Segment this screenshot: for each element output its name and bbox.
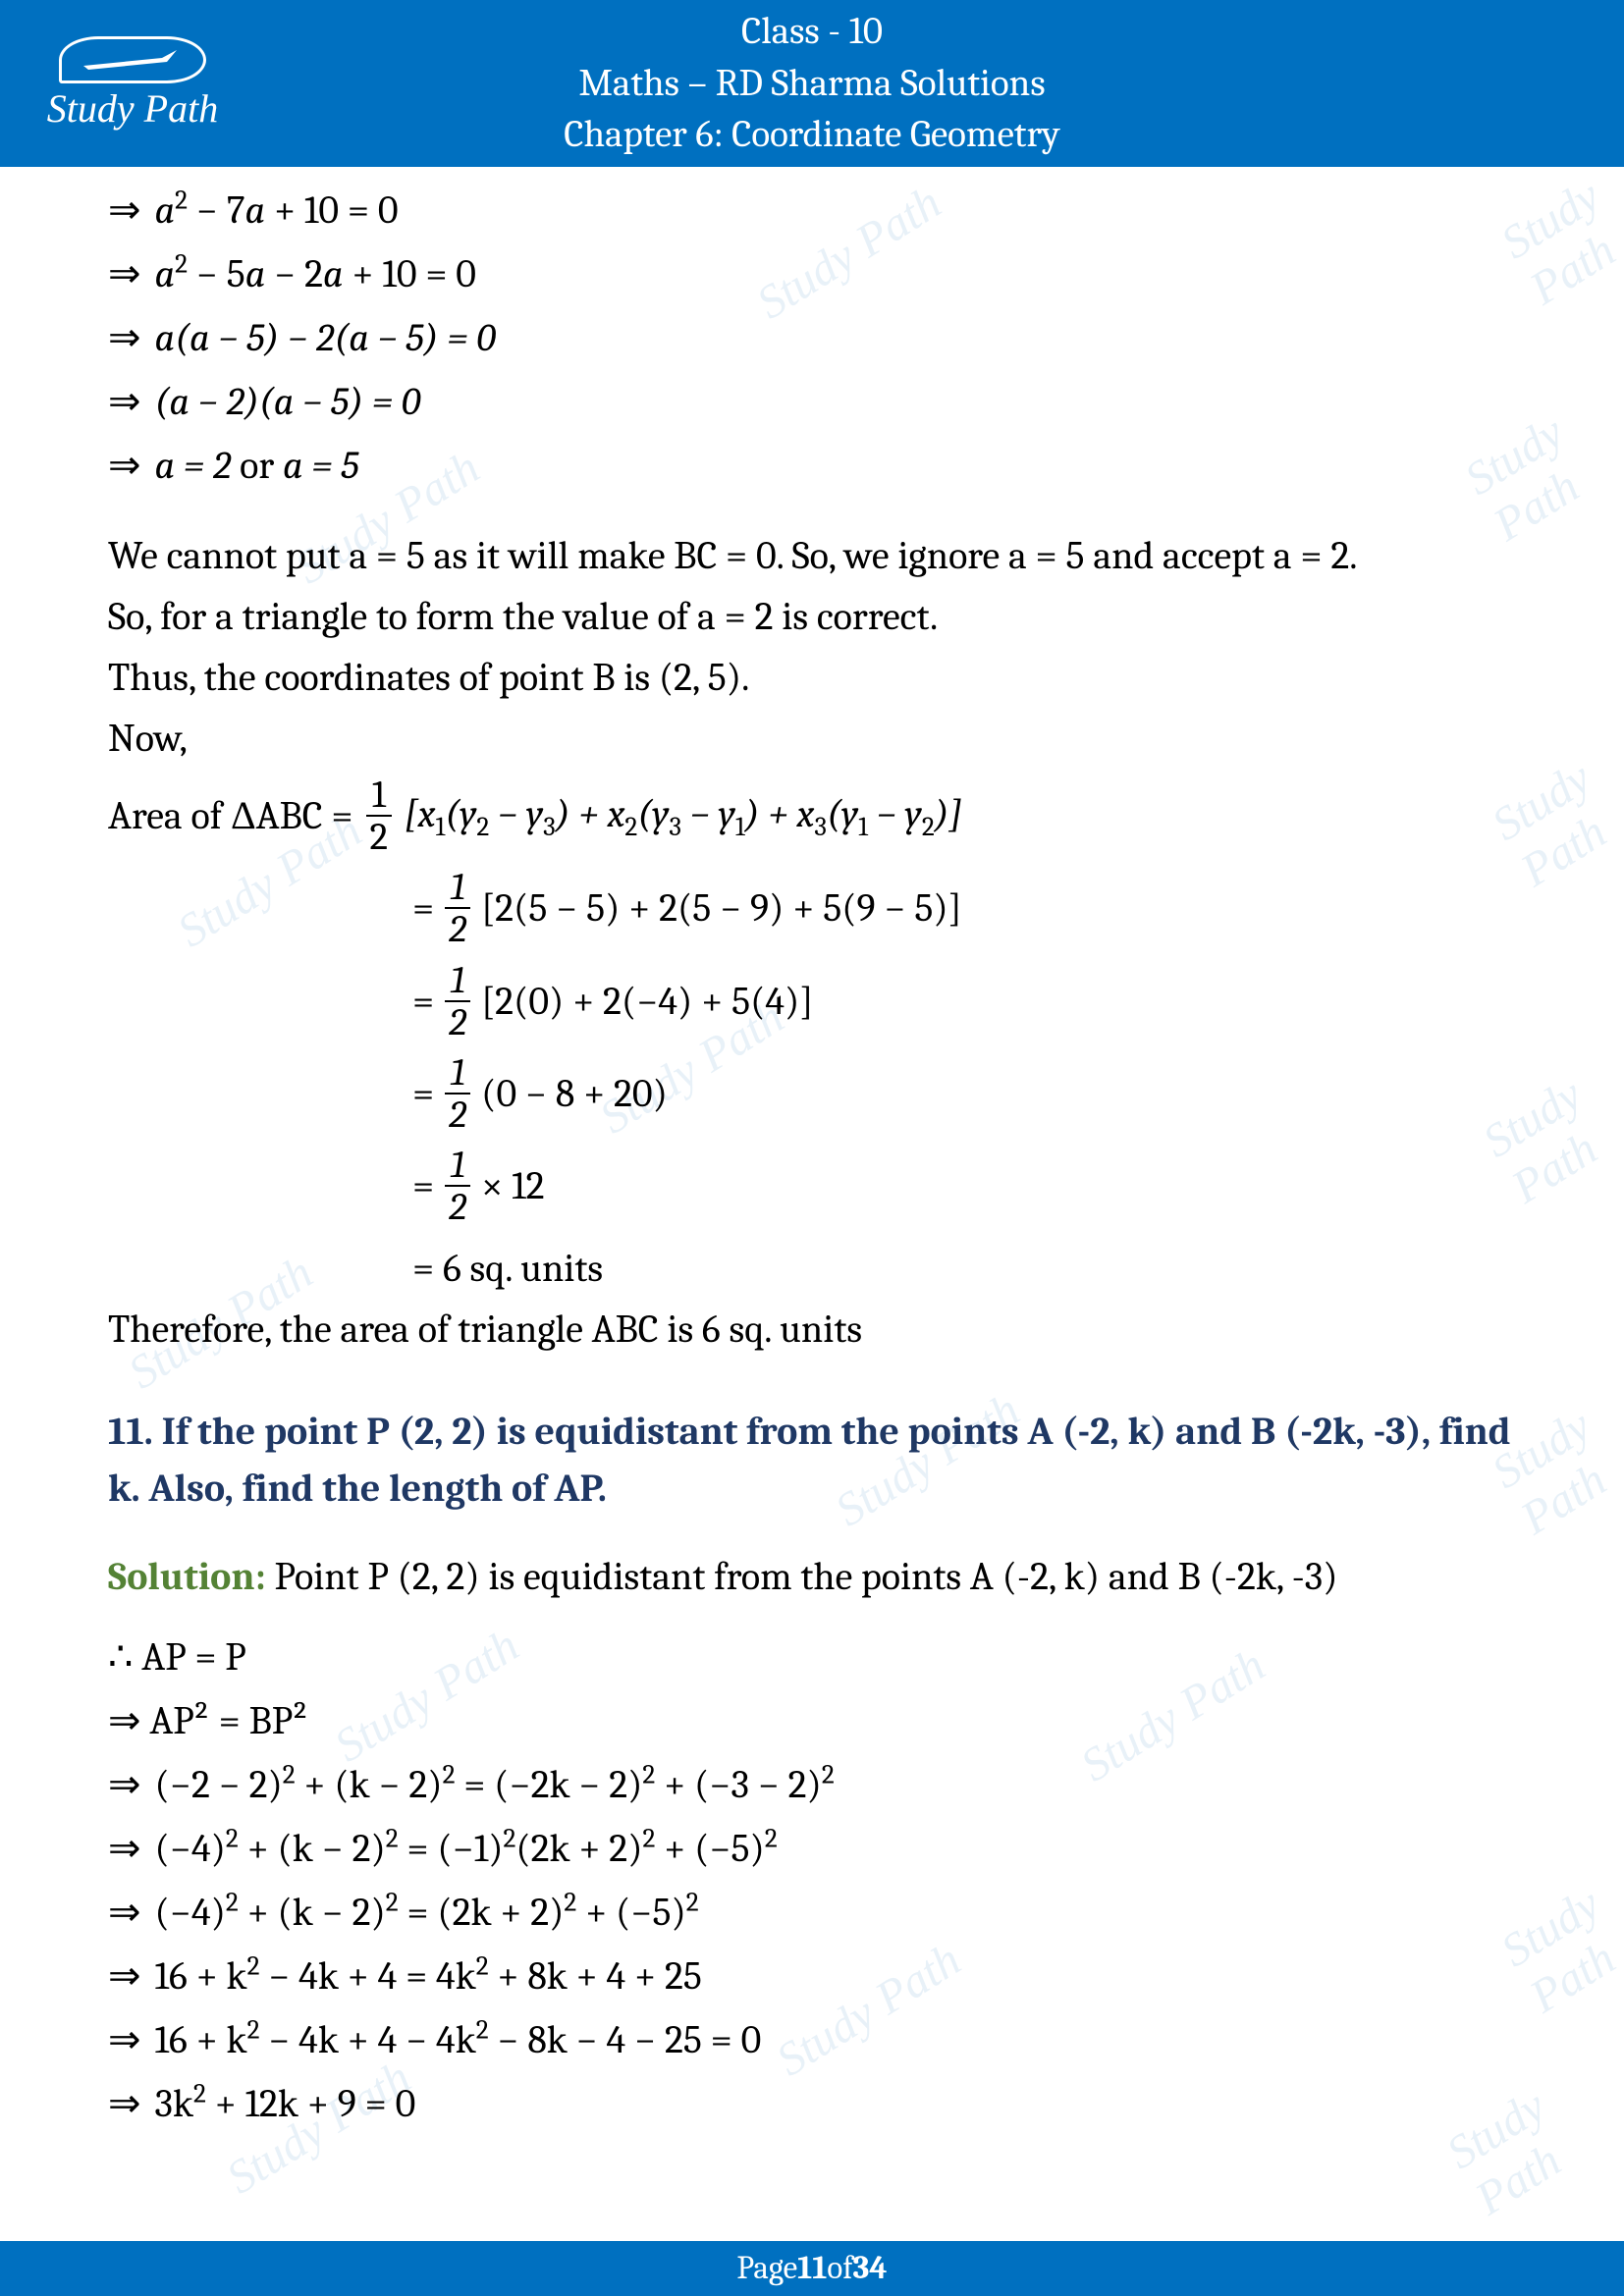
area-step: = 6 sq. units — [412, 1238, 1516, 1299]
page-content: ⇒ a2 − 7a + 10 = 0 ⇒ a2 − 5a − 2a + 10 =… — [0, 167, 1624, 2134]
equation-line: ⇒ a2 − 5a − 2a + 10 = 0 — [108, 243, 1516, 304]
header-titles: Class - 10 Maths – RD Sharma Solutions C… — [0, 0, 1624, 167]
equation-line: ∴ AP = P — [108, 1627, 1516, 1687]
footer-mid: of — [827, 2250, 852, 2287]
area-step: = 12 × 12 — [412, 1145, 1516, 1227]
header-subject: Maths – RD Sharma Solutions — [578, 58, 1045, 110]
equation-line: ⇒ 16 + k2 − 4k + 4 − 4k2 − 8k − 4 − 25 =… — [108, 2009, 1516, 2070]
page-footer: Page 11 of 34 — [0, 2241, 1624, 2296]
solution-intro: Solution: Point P (2, 2) is equidistant … — [108, 1546, 1516, 1607]
area-step: = 12 [2(5 − 5) + 2(5 − 9) + 5(9 − 5)] — [412, 867, 1516, 949]
question-11: 11. If the point P (2, 2) is equidistant… — [108, 1403, 1516, 1517]
conclusion: Therefore, the area of triangle ABC is 6… — [108, 1299, 1516, 1360]
equation-line: ⇒a(a − 5) − 2(a − 5) = 0 — [108, 307, 1516, 368]
equation-line: ⇒ (−4)2 + (k − 2)2 = (2k + 2)2 + (−5)2 — [108, 1882, 1516, 1943]
footer-total-pages: 34 — [853, 2250, 888, 2287]
equation-line: ⇒ a = 2 or a = 5 — [108, 435, 1516, 496]
footer-prefix: Page — [736, 2250, 797, 2287]
header-chapter: Chapter 6: Coordinate Geometry — [564, 109, 1059, 161]
page-header: Study Path Class - 10 Maths – RD Sharma … — [0, 0, 1624, 167]
equation-line: ⇒ a2 − 7a + 10 = 0 — [108, 180, 1516, 240]
equation-line: ⇒(a − 2)(a − 5) = 0 — [108, 371, 1516, 432]
equation-line: ⇒ (−4)2 + (k − 2)2 = (−1)2(2k + 2)2 + (−… — [108, 1818, 1516, 1879]
footer-current-page: 11 — [797, 2250, 827, 2287]
area-formula: Area of ΔABC = 12 [x1(y2 − y3) + x2(y3 −… — [108, 774, 1516, 857]
area-step: = 12 [2(0) + 2(−4) + 5(4)] — [412, 960, 1516, 1042]
area-step: = 12 (0 − 8 + 20) — [412, 1052, 1516, 1135]
equation-line: ⇒ 3k2 + 12k + 9 = 0 — [108, 2073, 1516, 2134]
equation-line: ⇒ 16 + k2 − 4k + 4 = 4k2 + 8k + 4 + 25 — [108, 1946, 1516, 2006]
equation-line: ⇒ (−2 − 2)2 + (k − 2)2 = (−2k − 2)2 + (−… — [108, 1754, 1516, 1815]
equation-line: ⇒ AP² = BP² — [108, 1690, 1516, 1751]
header-class: Class - 10 — [741, 6, 883, 58]
paragraph: We cannot put a = 5 as it will make BC =… — [108, 525, 1516, 769]
solution-label: Solution: — [108, 1554, 266, 1599]
